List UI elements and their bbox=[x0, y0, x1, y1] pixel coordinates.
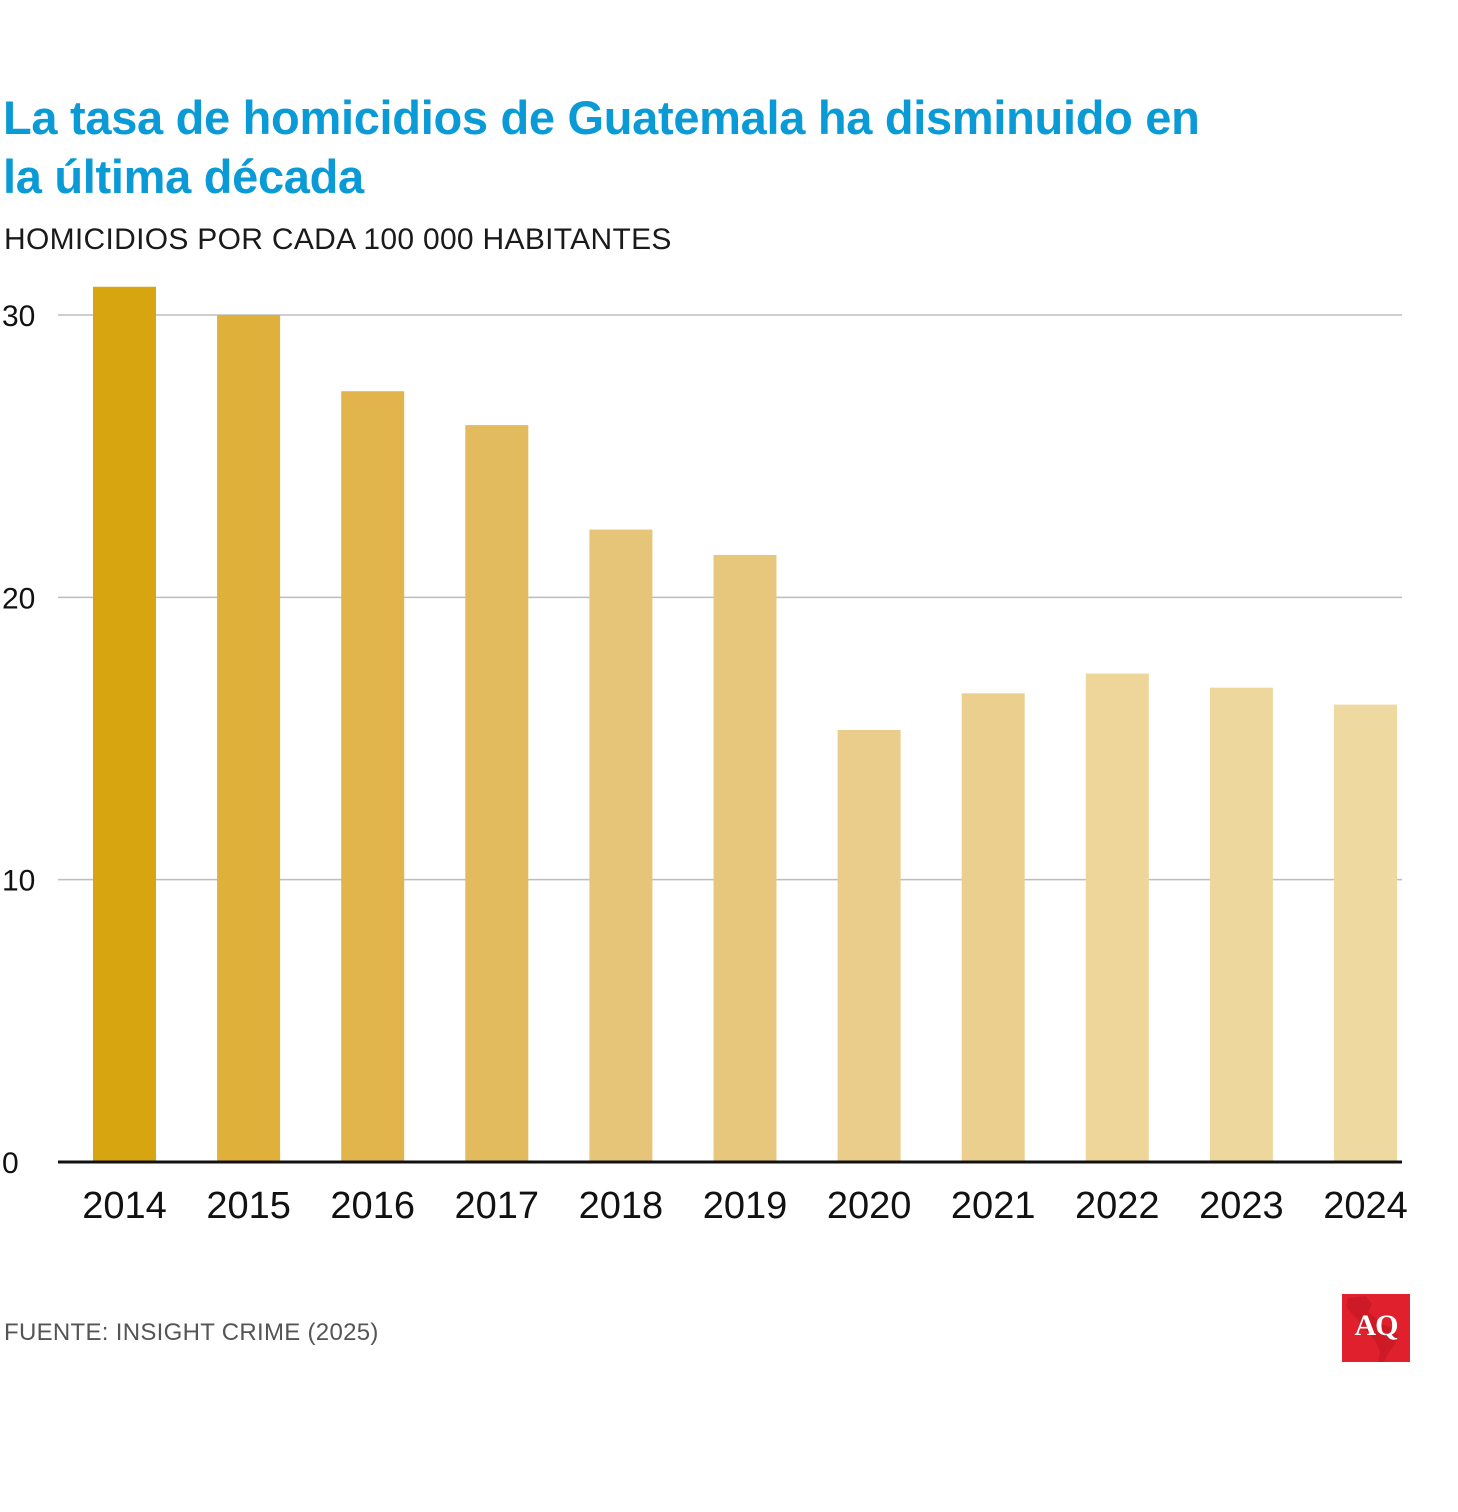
source-note: FUENTE: INSIGHT CRIME (2025) bbox=[4, 1319, 379, 1346]
aq-logo: AQ bbox=[1342, 1294, 1410, 1362]
y-tick-label: 0 bbox=[2, 1147, 19, 1180]
bar-chart: 0 10 20 30 2014 2015 2016 2017 2018 2019 2020 2021 2… bbox=[2, 286, 1408, 1227]
bar-2015 bbox=[217, 315, 281, 1162]
bar-2021 bbox=[961, 693, 1025, 1162]
x-tick-label: 2019 bbox=[703, 1185, 788, 1227]
x-tick-label: 2020 bbox=[827, 1185, 912, 1227]
bar-2018 bbox=[589, 529, 653, 1162]
x-tick-label: 2024 bbox=[1323, 1185, 1408, 1227]
y-tick-label: 10 bbox=[2, 865, 35, 898]
bar-2020 bbox=[837, 730, 901, 1162]
bar-2016 bbox=[341, 391, 405, 1163]
x-tick-label: 2015 bbox=[206, 1185, 291, 1227]
x-tick-label: 2018 bbox=[579, 1185, 664, 1227]
americas-map-icon bbox=[1346, 1296, 1398, 1362]
bar-2014 bbox=[93, 286, 156, 1162]
bar-2022 bbox=[1085, 673, 1149, 1162]
bar-2023 bbox=[1209, 687, 1273, 1162]
chart-title: La tasa de homicidios de Guatemala ha di… bbox=[3, 91, 1200, 203]
x-tick-label: 2014 bbox=[82, 1185, 167, 1227]
x-tick-label: 2021 bbox=[951, 1185, 1036, 1227]
x-tick-label: 2023 bbox=[1199, 1185, 1284, 1227]
bar-2024 bbox=[1334, 704, 1397, 1162]
x-tick-label: 2016 bbox=[330, 1185, 415, 1227]
bar-2019 bbox=[713, 554, 777, 1162]
x-tick-label: 2017 bbox=[455, 1185, 540, 1227]
aq-logo-text: AQ bbox=[1354, 1309, 1399, 1342]
y-tick-label: 20 bbox=[2, 582, 35, 615]
bar-2017 bbox=[465, 425, 529, 1162]
bars bbox=[93, 286, 1397, 1163]
chart-subtitle: HOMICIDIOS POR CADA 100 000 HABITANTES bbox=[4, 223, 672, 256]
y-tick-label: 30 bbox=[2, 300, 35, 333]
x-tick-label: 2022 bbox=[1075, 1185, 1160, 1227]
axis-labels: 0 10 20 30 2014 2015 2016 2017 2018 2019 2020 2021 2… bbox=[2, 300, 1408, 1227]
